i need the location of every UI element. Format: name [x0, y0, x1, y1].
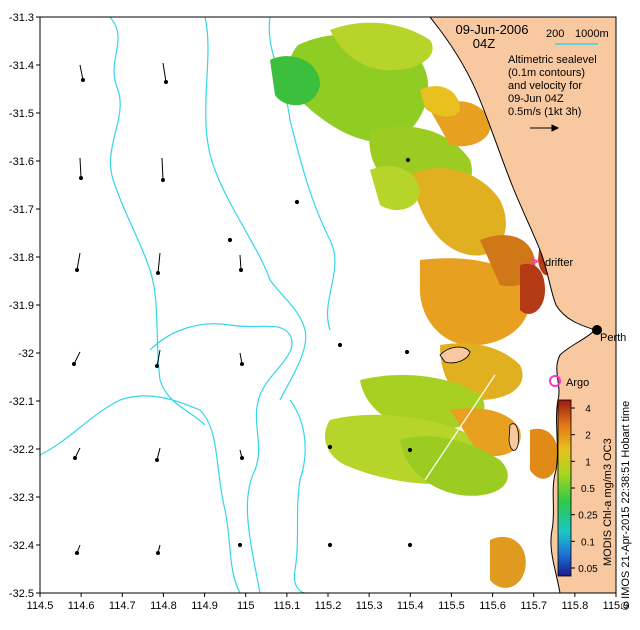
hour-label: 04Z: [473, 36, 495, 51]
lat-tick-label: -31.8: [9, 252, 34, 264]
contour-line: [149, 323, 293, 593]
rottnest-island: [439, 346, 471, 364]
contour-line: [109, 17, 206, 426]
longitude-axis: 114.5 114.6 114.7 114.8 114.9 115 115.1 115.2 11…: [27, 593, 630, 612]
colorbar-tick-label: 0.1: [581, 537, 595, 548]
velocity-scale-arrow: [530, 124, 560, 132]
legend-line: (0.1m contours): [508, 67, 585, 79]
colorbar-tick-label: 4: [585, 404, 591, 415]
lat-tick-label: -32.3: [9, 492, 34, 504]
lon-tick-label: 114.9: [191, 600, 218, 612]
lon-tick-label: 114.7: [109, 600, 136, 612]
drifter-label: drifter: [545, 257, 573, 269]
perth-marker: [592, 325, 602, 335]
lat-tick-label: -31.5: [9, 108, 34, 120]
date-label: 09-Jun-2006: [456, 22, 529, 37]
colorbar-ticks: 4 2 1 0.5 0.25 0.1 0.05: [571, 404, 598, 575]
contour-line: [204, 17, 307, 401]
lat-tick-label: -31.4: [9, 60, 34, 72]
argo-marker: [549, 375, 561, 387]
lat-tick-label: -32.4: [9, 540, 34, 552]
lon-tick-label: 115: [237, 600, 255, 612]
scale-short-label: 200: [546, 28, 564, 40]
lon-tick-label: 114.5: [27, 600, 54, 612]
legend-line: 0.5m/s (1kt 3h): [508, 106, 581, 118]
garden-island: [508, 423, 519, 451]
legend-text: Altimetric sealevel(0.1m contours)and ve…: [508, 54, 597, 118]
lat-tick-label: -31.7: [9, 204, 34, 216]
lat-tick-label: -31.3: [9, 12, 34, 24]
legend-line: and velocity for: [508, 80, 582, 92]
credit-label: © IMOS 21-Apr-2015 22:38:51 Hobart time: [620, 401, 632, 610]
argo-label: Argo: [566, 377, 589, 389]
lat-tick-label: -32.5: [9, 588, 34, 600]
lon-tick-label: 115.6: [479, 600, 506, 612]
colorbar-tick-label: 0.25: [578, 511, 598, 522]
lat-tick-label: -32.1: [9, 396, 34, 408]
contour-line: [40, 395, 241, 593]
chlorophyll-patches: [270, 22, 559, 588]
legend-line: 09-Jun 04Z: [508, 93, 564, 105]
velocity-arrows: [72, 62, 413, 555]
lon-tick-label: 115.7: [520, 600, 547, 612]
lon-tick-label: 115.8: [561, 600, 588, 612]
lon-tick-label: 115.4: [397, 600, 424, 612]
lat-tick-label: -31.6: [9, 156, 34, 168]
colorbar-tick-label: 2: [585, 431, 591, 442]
latitude-axis: -31.3 -31.4 -31.5 -31.6 -31.7 -31.8 -31.9 -32 -3…: [9, 12, 40, 600]
drifter-marker: >: [530, 253, 538, 269]
drifter-track: [424, 374, 496, 481]
colorbar-title: MODIS Chl-a mg/m3 OC3: [602, 438, 614, 566]
lat-tick-label: -32.2: [9, 444, 34, 456]
colorbar: [557, 399, 572, 577]
lat-tick-label: -31.9: [9, 300, 34, 312]
lon-tick-label: 114.6: [68, 600, 95, 612]
lon-tick-label: 115.2: [315, 600, 342, 612]
colorbar-tick-label: 1: [585, 457, 591, 468]
legend-line: Altimetric sealevel: [508, 54, 597, 66]
lon-tick-label: 115.1: [273, 600, 300, 612]
contour-line: [289, 399, 306, 593]
colorbar-tick-label: 0.5: [581, 484, 595, 495]
lat-tick-label: -32: [18, 348, 34, 360]
lon-tick-label: 115.3: [356, 600, 383, 612]
lon-tick-label: 115.5: [438, 600, 465, 612]
perth-label: Perth: [600, 332, 626, 344]
scale-long-label: 1000m: [575, 28, 609, 40]
colorbar-tick-label: 0.05: [578, 564, 598, 575]
lon-tick-label: 115.9: [603, 600, 630, 612]
lon-tick-label: 114.8: [150, 600, 177, 612]
